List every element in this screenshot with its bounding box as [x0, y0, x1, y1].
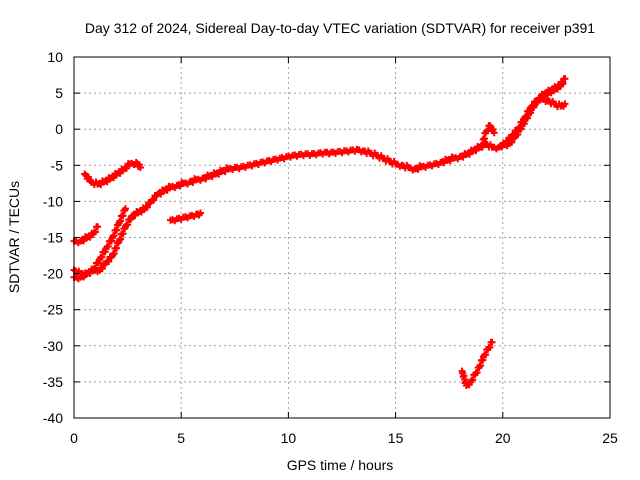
data-point-fill	[534, 99, 542, 107]
y-tick-label: -25	[43, 302, 63, 318]
data-point-fill	[143, 203, 151, 211]
data-point-fill	[508, 138, 516, 146]
y-axis-label: SDTVAR / TECUs	[6, 181, 22, 293]
data-point-fill	[523, 114, 531, 122]
y-tick-label: 5	[55, 85, 63, 101]
x-tick-labels: 0 5 10 15 20 25	[70, 430, 618, 446]
data-point	[121, 205, 129, 213]
data-point-fill	[116, 169, 124, 177]
chart-title: Day 312 of 2024, Sidereal Day-to-day VTE…	[85, 20, 595, 36]
series-9	[537, 95, 569, 111]
y-tick-label: -15	[43, 230, 63, 246]
data-point-fill	[105, 257, 113, 265]
x-tick-label: 5	[177, 430, 185, 446]
y-tick-label: 10	[47, 49, 63, 65]
series-3	[70, 223, 102, 247]
series-2	[70, 205, 129, 283]
data-point	[561, 100, 569, 108]
data-point-fill	[150, 196, 158, 204]
series-7	[477, 122, 498, 151]
data-point	[488, 338, 496, 346]
data-point-fill	[514, 130, 522, 138]
x-tick-label: 0	[70, 430, 78, 446]
data-point-fill	[517, 125, 525, 133]
x-tick-label: 10	[281, 430, 297, 446]
data-point	[136, 163, 144, 171]
data-point-fill	[559, 80, 567, 88]
data-point-fill	[469, 376, 477, 384]
data-point-fill	[124, 221, 132, 229]
data-points	[70, 75, 569, 390]
data-point-fill	[91, 264, 99, 272]
y-tick-label: -30	[43, 338, 63, 354]
data-point-fill	[473, 369, 481, 377]
series-6	[458, 338, 496, 390]
data-point	[561, 75, 569, 83]
y-tick-label: -40	[43, 410, 63, 426]
y-tick-label: -20	[43, 266, 63, 282]
data-point-fill	[489, 125, 497, 133]
data-point-fill	[104, 242, 112, 250]
data-point-fill	[123, 164, 131, 172]
x-axis-label: GPS time / hours	[287, 457, 394, 473]
series-8	[499, 75, 569, 150]
series-5	[166, 209, 204, 225]
data-point-fill	[482, 351, 490, 359]
data-point-fill	[486, 343, 494, 351]
data-point-fill	[520, 120, 528, 128]
series-1	[70, 78, 567, 279]
x-tick-label: 15	[388, 430, 404, 446]
data-point-fill	[527, 109, 535, 117]
x-tick-label: 20	[495, 430, 511, 446]
y-tick-label: -10	[43, 193, 63, 209]
axis-ticks	[73, 56, 611, 419]
data-point-fill	[108, 237, 116, 245]
data-point-fill	[95, 259, 103, 267]
y-tick-label: 0	[55, 121, 63, 137]
data-point-fill	[91, 228, 99, 236]
data-point-fill	[98, 253, 106, 261]
data-point	[490, 129, 498, 137]
data-point-fill	[530, 103, 538, 111]
data-point-fill	[98, 265, 106, 273]
y-tick-label: -35	[43, 374, 63, 390]
y-tick-labels: 10 5 0 -5 -10 -15 -20 -25 -30 -35 -40	[43, 49, 63, 426]
y-tick-label: -5	[51, 157, 64, 173]
data-point	[196, 209, 204, 217]
series-4	[81, 158, 144, 189]
data-point-fill	[110, 174, 118, 182]
x-tick-label: 25	[602, 430, 618, 446]
data-point-fill	[127, 215, 135, 223]
data-point-fill	[101, 248, 109, 256]
data-point	[94, 223, 102, 231]
